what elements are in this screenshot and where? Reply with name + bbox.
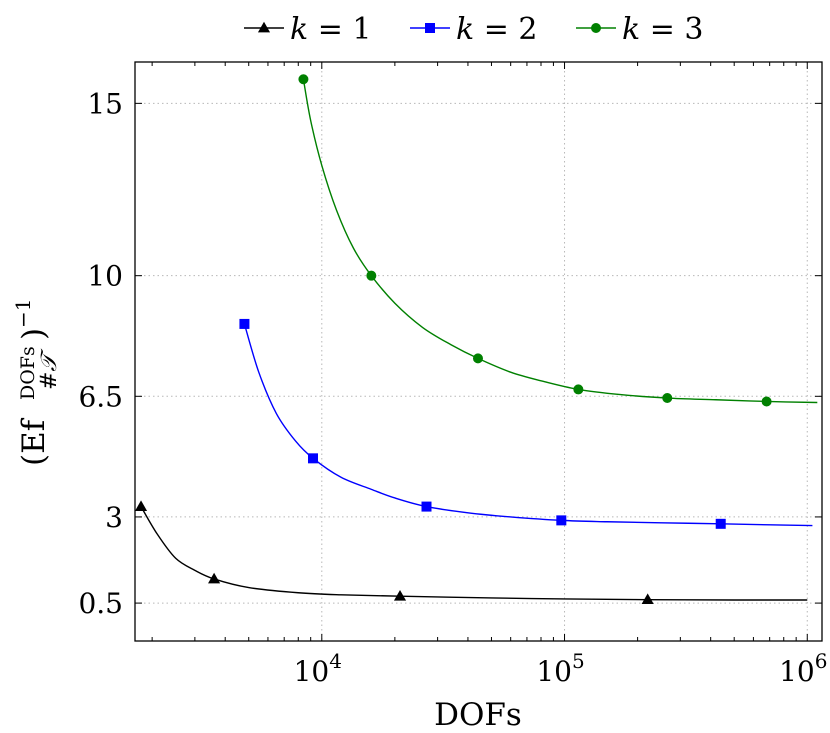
data-point [715, 518, 726, 529]
data-point [573, 384, 584, 395]
data-point [366, 270, 377, 281]
y-axis-title-main: (Ef [16, 417, 52, 466]
y-axis-title-sub: #𝒯 [37, 348, 62, 390]
legend-item: k = 1 [244, 12, 371, 47]
data-point [641, 593, 654, 605]
data-point [662, 393, 673, 404]
data-point [472, 353, 483, 364]
data-point [421, 501, 432, 512]
x-tick-label: 104 [294, 649, 342, 688]
legend-marker [257, 21, 271, 33]
data-point [298, 74, 309, 85]
legend: k = 1 k = 2 k = 3 [244, 12, 703, 47]
grid [135, 62, 822, 641]
data-point [239, 318, 250, 329]
series-1 [134, 500, 808, 605]
legend-marker [591, 23, 601, 33]
y-tick-label: 15 [87, 87, 123, 120]
y-axis-title-close: ) [16, 328, 52, 340]
x-axis-title: DOFs [434, 697, 522, 733]
y-tick-label: 10 [87, 260, 123, 293]
legend-label: k = 2 [456, 12, 537, 47]
y-axis-title: (Ef DOFs#𝒯)−1 [11, 299, 62, 466]
plot-frame [134, 61, 823, 642]
y-tick-label: 6.5 [78, 380, 123, 413]
y-axis-title-sup: DOFs [17, 346, 39, 400]
data-point [761, 396, 772, 407]
series-layer [134, 74, 818, 605]
y-axis-ticks: 0.5 3 6.5 10 15 [78, 87, 822, 620]
series-3 [298, 74, 818, 407]
legend-label: k = 1 [290, 12, 371, 47]
series-line [302, 79, 818, 404]
legend-label: k = 3 [622, 12, 703, 47]
data-point [134, 500, 148, 511]
y-axis-title-exp: −1 [11, 299, 35, 328]
data-point [208, 572, 221, 584]
data-point [393, 589, 407, 601]
x-axis-ticks: 104 105 106 [151, 62, 827, 688]
data-point [556, 515, 567, 526]
legend-item: k = 3 [576, 12, 703, 47]
y-tick-label: 3 [105, 501, 123, 534]
x-tick-label: 105 [536, 649, 584, 688]
data-point [308, 453, 319, 464]
y-tick-label: 0.5 [78, 587, 123, 620]
legend-item: k = 2 [410, 12, 537, 47]
series-line [243, 323, 813, 527]
x-tick-label: 106 [779, 649, 827, 688]
series-line [140, 506, 808, 601]
series-2 [239, 318, 813, 529]
legend-marker [425, 23, 435, 33]
